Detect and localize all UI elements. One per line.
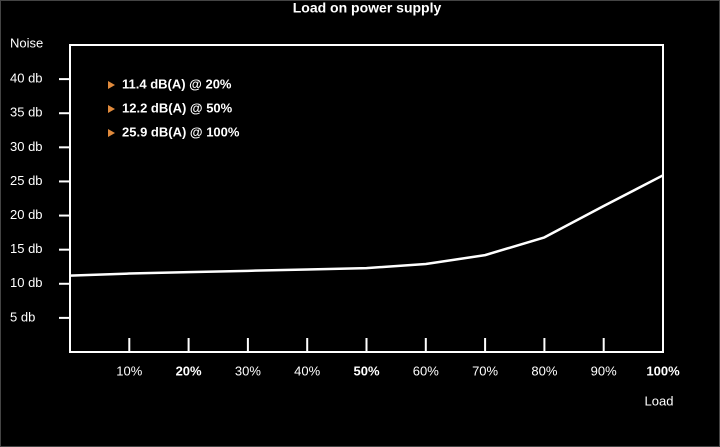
x-tick-label: 90% <box>591 363 617 378</box>
x-tick-label: 10% <box>116 363 142 378</box>
y-tick-label: 5 db <box>10 309 35 324</box>
y-tick-label: 10 db <box>10 275 43 290</box>
x-tick-label: 100% <box>646 363 680 378</box>
y-tick-label: 40 db <box>10 71 43 86</box>
noise-line <box>69 174 664 277</box>
y-axis-label: Noise <box>10 35 43 50</box>
x-axis-label: Load <box>645 393 674 408</box>
x-tick-label: 20% <box>176 363 202 378</box>
x-tick-label: 30% <box>235 363 261 378</box>
y-tick-label: 25 db <box>10 173 43 188</box>
y-tick-label: 15 db <box>10 241 43 256</box>
y-tick-label: 20 db <box>10 207 43 222</box>
annotation: 25.9 dB(A) @ 100% <box>122 124 240 139</box>
y-tick-label: 30 db <box>10 139 43 154</box>
bullet <box>108 81 115 89</box>
annotation: 12.2 dB(A) @ 50% <box>122 100 233 115</box>
x-tick-label: 80% <box>531 363 557 378</box>
x-tick-label: 70% <box>472 363 498 378</box>
y-tick-label: 35 db <box>10 105 43 120</box>
bullet <box>108 129 115 137</box>
x-tick-label: 40% <box>294 363 320 378</box>
chart-title: Load on power supply <box>293 0 442 16</box>
x-tick-label: 50% <box>353 363 379 378</box>
annotation: 11.4 dB(A) @ 20% <box>122 76 232 91</box>
x-tick-label: 60% <box>413 363 439 378</box>
bullet <box>108 105 115 113</box>
